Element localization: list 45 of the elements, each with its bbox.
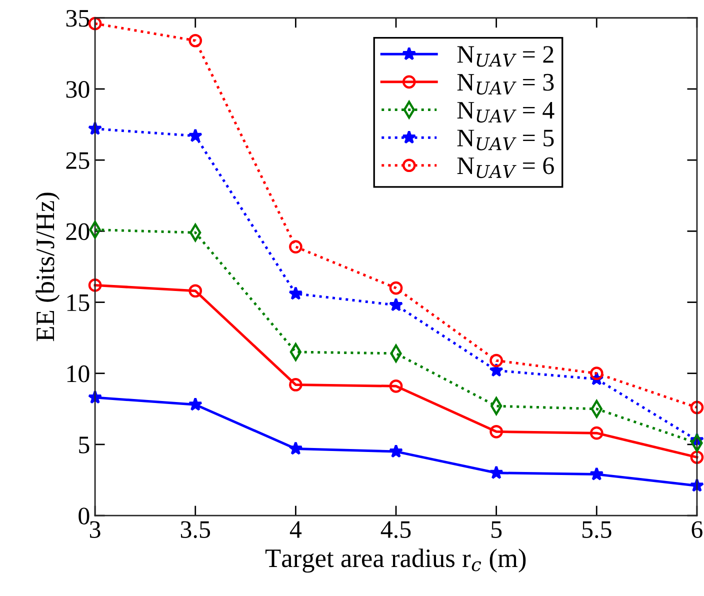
x-tick-label: 3 bbox=[90, 521, 100, 538]
x-tick-label: 4.5 bbox=[380, 521, 411, 538]
point bbox=[288, 286, 303, 300]
point bbox=[288, 441, 303, 455]
point bbox=[188, 397, 202, 411]
point bbox=[188, 128, 202, 142]
point bbox=[88, 278, 102, 292]
point bbox=[289, 240, 302, 254]
legend-label: N$_{UAV}$ = 4 bbox=[457, 102, 554, 123]
legend-label: N$_{UAV}$ = 2 bbox=[457, 46, 554, 67]
point bbox=[690, 450, 704, 464]
point bbox=[490, 424, 503, 438]
point bbox=[690, 400, 704, 414]
point bbox=[590, 366, 604, 380]
x-tick-label: 6 bbox=[692, 521, 702, 538]
legend-label: N$_{UAV}$ = 3 bbox=[457, 74, 554, 95]
point bbox=[389, 379, 403, 393]
y-axis-title: EE (bits/J/Hz) bbox=[36, 192, 60, 342]
y-tick-label: 35 bbox=[66, 10, 90, 27]
x-axis-title: Target area radius r$_{c}$ (m) bbox=[265, 548, 526, 573]
legend-label: N$_{UAV}$ = 5 bbox=[457, 130, 554, 150]
point bbox=[188, 284, 202, 298]
y-tick-label: 10 bbox=[67, 365, 90, 382]
point bbox=[489, 466, 504, 480]
x-tick-label: 5.5 bbox=[582, 521, 612, 538]
x-tick-label: 5 bbox=[492, 521, 502, 538]
point bbox=[188, 34, 202, 48]
y-tick-label: 15 bbox=[67, 294, 90, 312]
y-tick-label: 20 bbox=[66, 223, 90, 240]
point bbox=[289, 378, 302, 392]
y-tick-label: 25 bbox=[66, 152, 90, 169]
x-tick-label: 3.5 bbox=[180, 521, 210, 538]
point bbox=[489, 363, 504, 377]
x-tick-label: 4 bbox=[290, 521, 302, 538]
legend-label: N$_{UAV}$ = 6 bbox=[457, 157, 554, 178]
y-tick-label: 5 bbox=[79, 436, 90, 454]
y-tick-label: 0 bbox=[78, 508, 90, 524]
point bbox=[88, 16, 102, 30]
point bbox=[389, 281, 403, 295]
point bbox=[490, 354, 503, 368]
y-tick-label: 30 bbox=[66, 81, 90, 98]
point bbox=[388, 444, 404, 458]
point bbox=[590, 466, 604, 480]
point bbox=[590, 426, 604, 440]
point bbox=[388, 298, 404, 312]
